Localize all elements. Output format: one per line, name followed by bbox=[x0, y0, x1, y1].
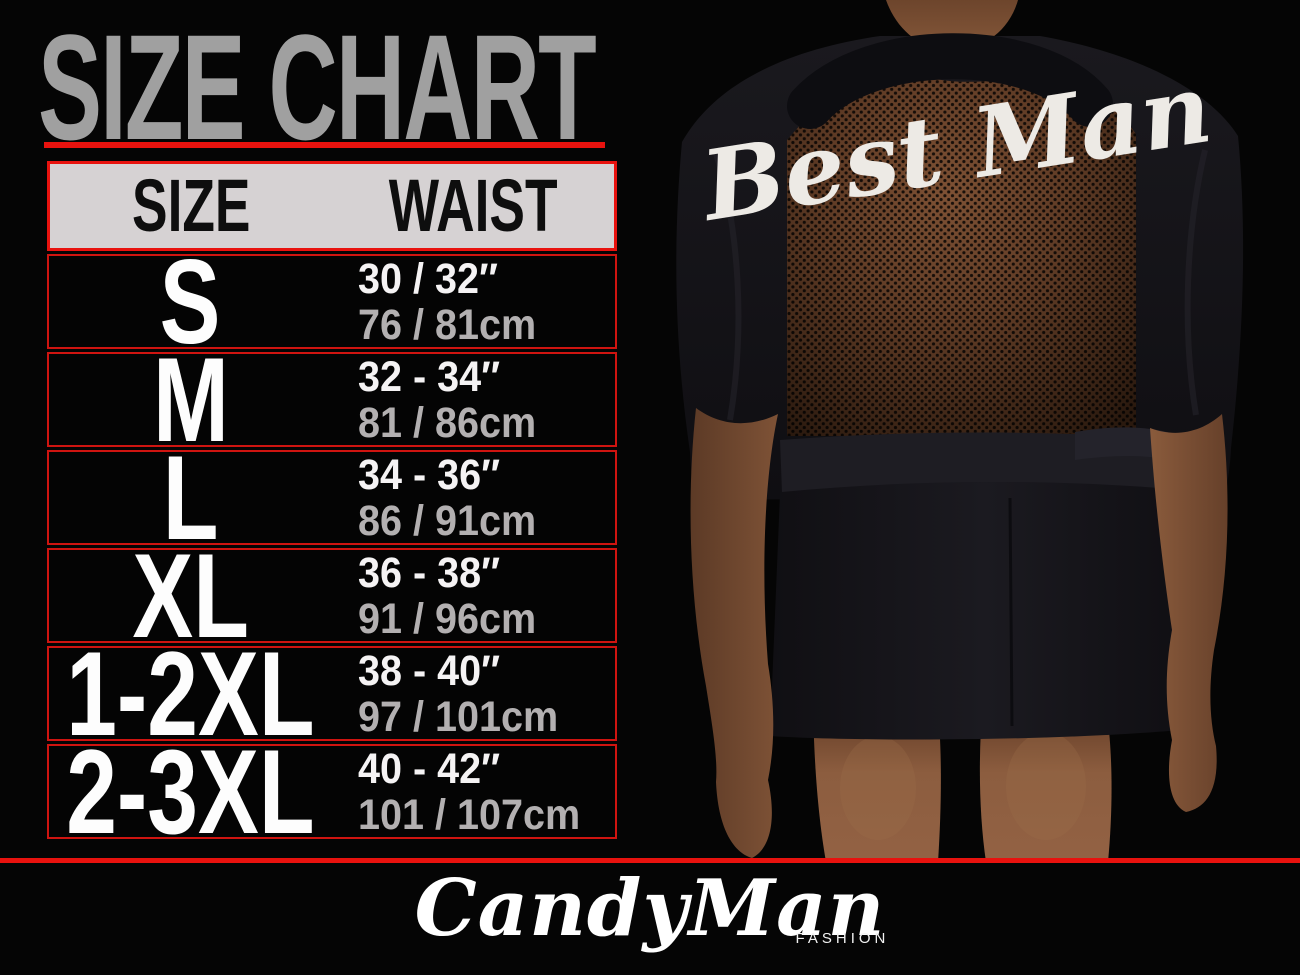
size-cell: M bbox=[49, 340, 332, 460]
brand-sub-label: FASHION bbox=[795, 930, 890, 947]
header-waist-label: WAIST bbox=[388, 164, 558, 247]
table-row: 2-3XL 40 - 42″ 101 / 107cm bbox=[47, 732, 617, 852]
robe-collar bbox=[787, 33, 1113, 129]
size-cell: XL bbox=[49, 536, 332, 656]
table-row: 1-2XL 38 - 40″ 97 / 101cm bbox=[47, 634, 617, 754]
waist-cell: 30 / 32″ 76 / 81cm bbox=[332, 256, 615, 348]
waist-cm: 97 / 101cm bbox=[358, 692, 559, 741]
waist-cm: 101 / 107cm bbox=[358, 790, 581, 839]
table-row: S 30 / 32″ 76 / 81cm bbox=[47, 242, 617, 362]
waist-cell: 32 - 34″ 81 / 86cm bbox=[332, 354, 615, 446]
size-value: L bbox=[162, 430, 219, 565]
product-photo: Best Man bbox=[676, 0, 1244, 862]
waist-inches: 34 - 36″ bbox=[358, 450, 501, 499]
header-cell-waist: WAIST bbox=[332, 169, 614, 243]
waist-cell: 34 - 36″ 86 / 91cm bbox=[332, 452, 615, 544]
brand-logo: CandyMan bbox=[414, 863, 886, 954]
size-value: XL bbox=[132, 528, 249, 663]
header-size-label: SIZE bbox=[131, 164, 251, 247]
waist-inches: 32 - 34″ bbox=[358, 352, 501, 401]
footer-divider-line bbox=[0, 858, 1300, 863]
waist-cell: 38 - 40″ 97 / 101cm bbox=[332, 648, 615, 740]
table-header-row: SIZE WAIST bbox=[47, 161, 617, 251]
waist-cm: 91 / 96cm bbox=[358, 594, 537, 643]
footer: CandyMan FASHION bbox=[0, 863, 1300, 955]
size-value: S bbox=[160, 234, 221, 369]
size-value: 2-3XL bbox=[66, 724, 315, 859]
size-value: 1-2XL bbox=[66, 626, 315, 761]
waist-inches: 38 - 40″ bbox=[358, 646, 501, 695]
waist-cm: 76 / 81cm bbox=[358, 300, 537, 349]
size-cell: L bbox=[49, 438, 332, 558]
header-cell-size: SIZE bbox=[50, 169, 332, 243]
waist-inches: 36 - 38″ bbox=[358, 548, 501, 597]
size-cell: S bbox=[49, 242, 332, 362]
waist-cell: 36 - 38″ 91 / 96cm bbox=[332, 550, 615, 642]
size-cell: 2-3XL bbox=[49, 732, 332, 852]
waist-cm: 81 / 86cm bbox=[358, 398, 537, 447]
size-value: M bbox=[152, 332, 229, 467]
waist-inches: 30 / 32″ bbox=[358, 254, 498, 303]
waist-inches: 40 - 42″ bbox=[358, 744, 501, 793]
table-row: M 32 - 34″ 81 / 86cm bbox=[47, 340, 617, 460]
table-row: L 34 - 36″ 86 / 91cm bbox=[47, 438, 617, 558]
waist-cell: 40 - 42″ 101 / 107cm bbox=[332, 746, 615, 838]
arms bbox=[690, 408, 1228, 858]
legs bbox=[813, 700, 1112, 862]
page-title: SIZE CHART bbox=[38, 3, 597, 171]
table-row: XL 36 - 38″ 91 / 96cm bbox=[47, 536, 617, 656]
size-table: SIZE WAIST S 30 / 32″ 76 / 81cm M 32 - 3… bbox=[47, 161, 617, 852]
title-underline bbox=[44, 142, 605, 148]
robe-skirt bbox=[770, 466, 1200, 740]
size-cell: 1-2XL bbox=[49, 634, 332, 754]
mesh-panel bbox=[787, 58, 1136, 436]
waist-cm: 86 / 91cm bbox=[358, 496, 537, 545]
